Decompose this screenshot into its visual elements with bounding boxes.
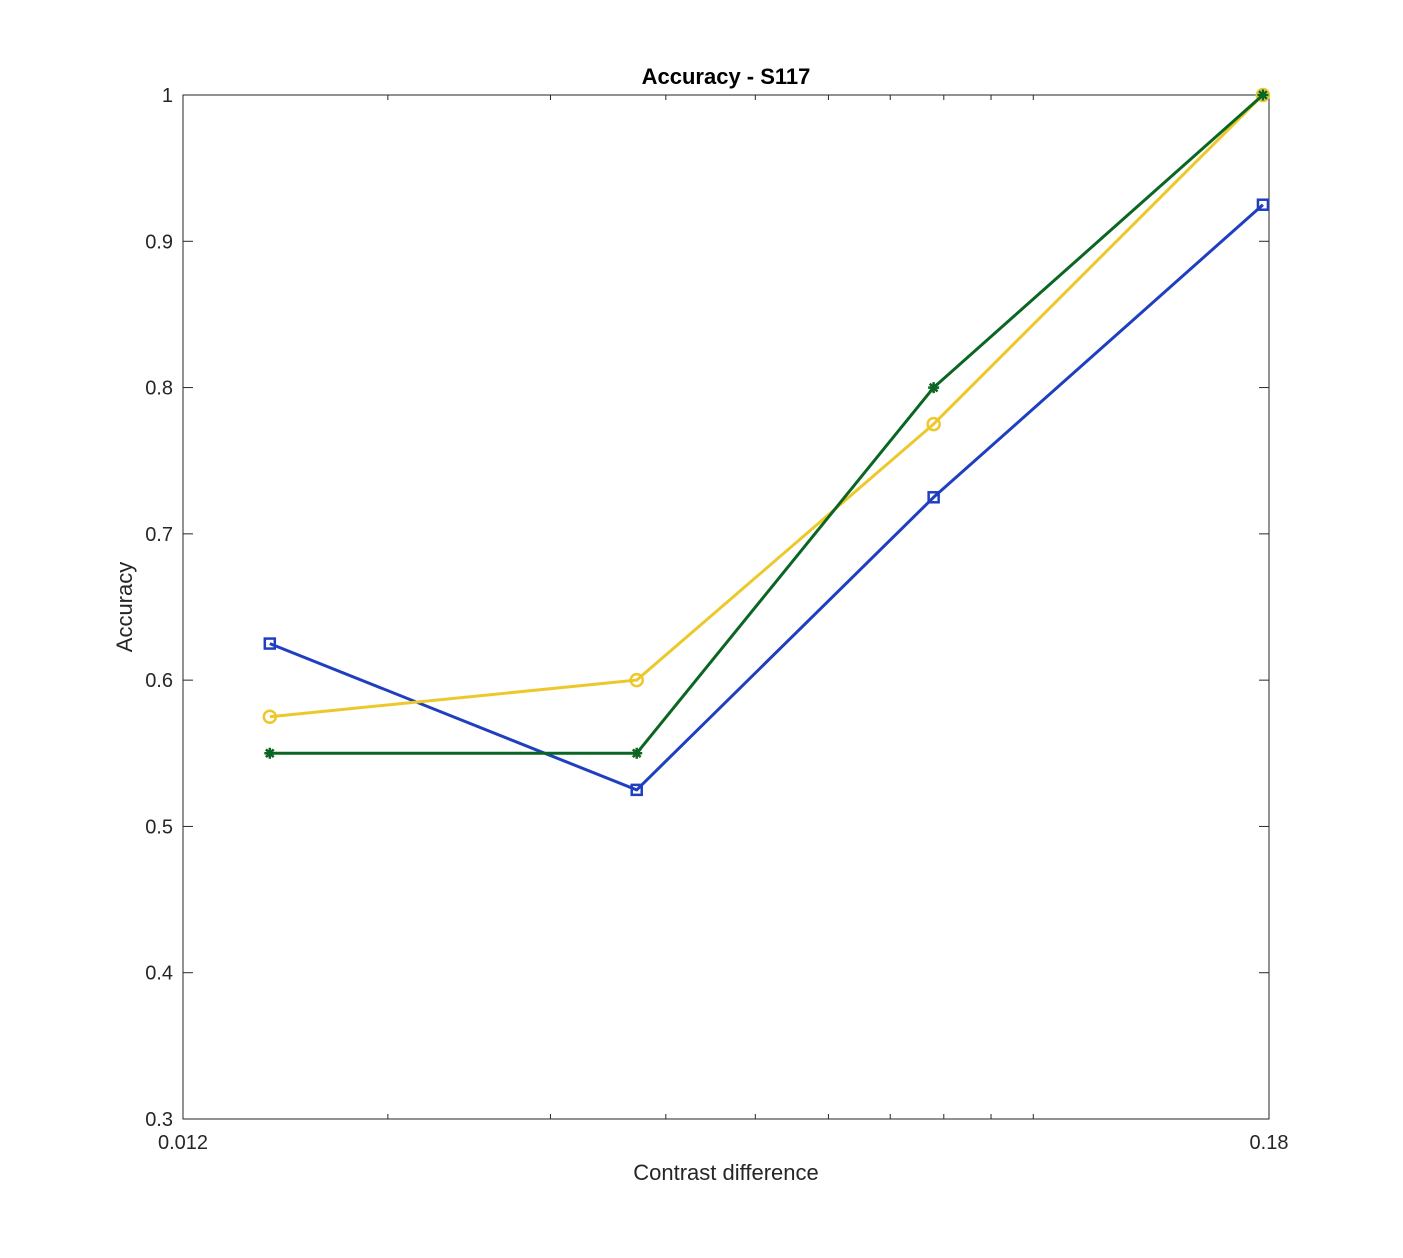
x-tick-label: 0.012	[158, 1132, 208, 1154]
square-marker	[1256, 198, 1270, 211]
y-tick-label: 1	[162, 85, 173, 107]
square-marker	[630, 783, 643, 797]
asterisk-marker	[631, 747, 643, 759]
circle-marker	[926, 416, 941, 432]
series-line-3	[269, 93, 1264, 755]
series-line-2	[269, 93, 1264, 719]
y-tick-label: 0.3	[145, 1109, 173, 1131]
y-tick-label: 0.6	[145, 670, 173, 692]
circle-marker	[629, 672, 644, 688]
square-marker	[927, 491, 940, 504]
square-marker	[263, 637, 277, 650]
asterisk-marker	[928, 382, 940, 394]
series-line-1	[269, 203, 1264, 792]
circle-marker	[1255, 87, 1271, 103]
asterisk-marker	[264, 747, 276, 759]
y-tick-label: 0.5	[145, 816, 173, 838]
chart-title: Accuracy - S117	[642, 64, 811, 89]
y-tick-label: 0.7	[145, 524, 173, 546]
x-tick-label: 0.18	[1250, 1132, 1289, 1154]
x-axis-label: Contrast difference	[633, 1160, 818, 1185]
y-tick-label: 0.9	[145, 231, 173, 253]
y-axis-label: Accuracy	[112, 562, 137, 652]
y-tick-label: 0.8	[145, 378, 173, 400]
axes-box	[182, 94, 1270, 1120]
asterisk-marker	[1257, 89, 1269, 101]
circle-marker	[262, 709, 278, 724]
plot-area: 0.3 0.4 0.5 0.6 0.7 0.8 0.9 1 0.012 0.18	[145, 85, 1288, 1154]
y-tick-label: 0.4	[145, 963, 173, 985]
